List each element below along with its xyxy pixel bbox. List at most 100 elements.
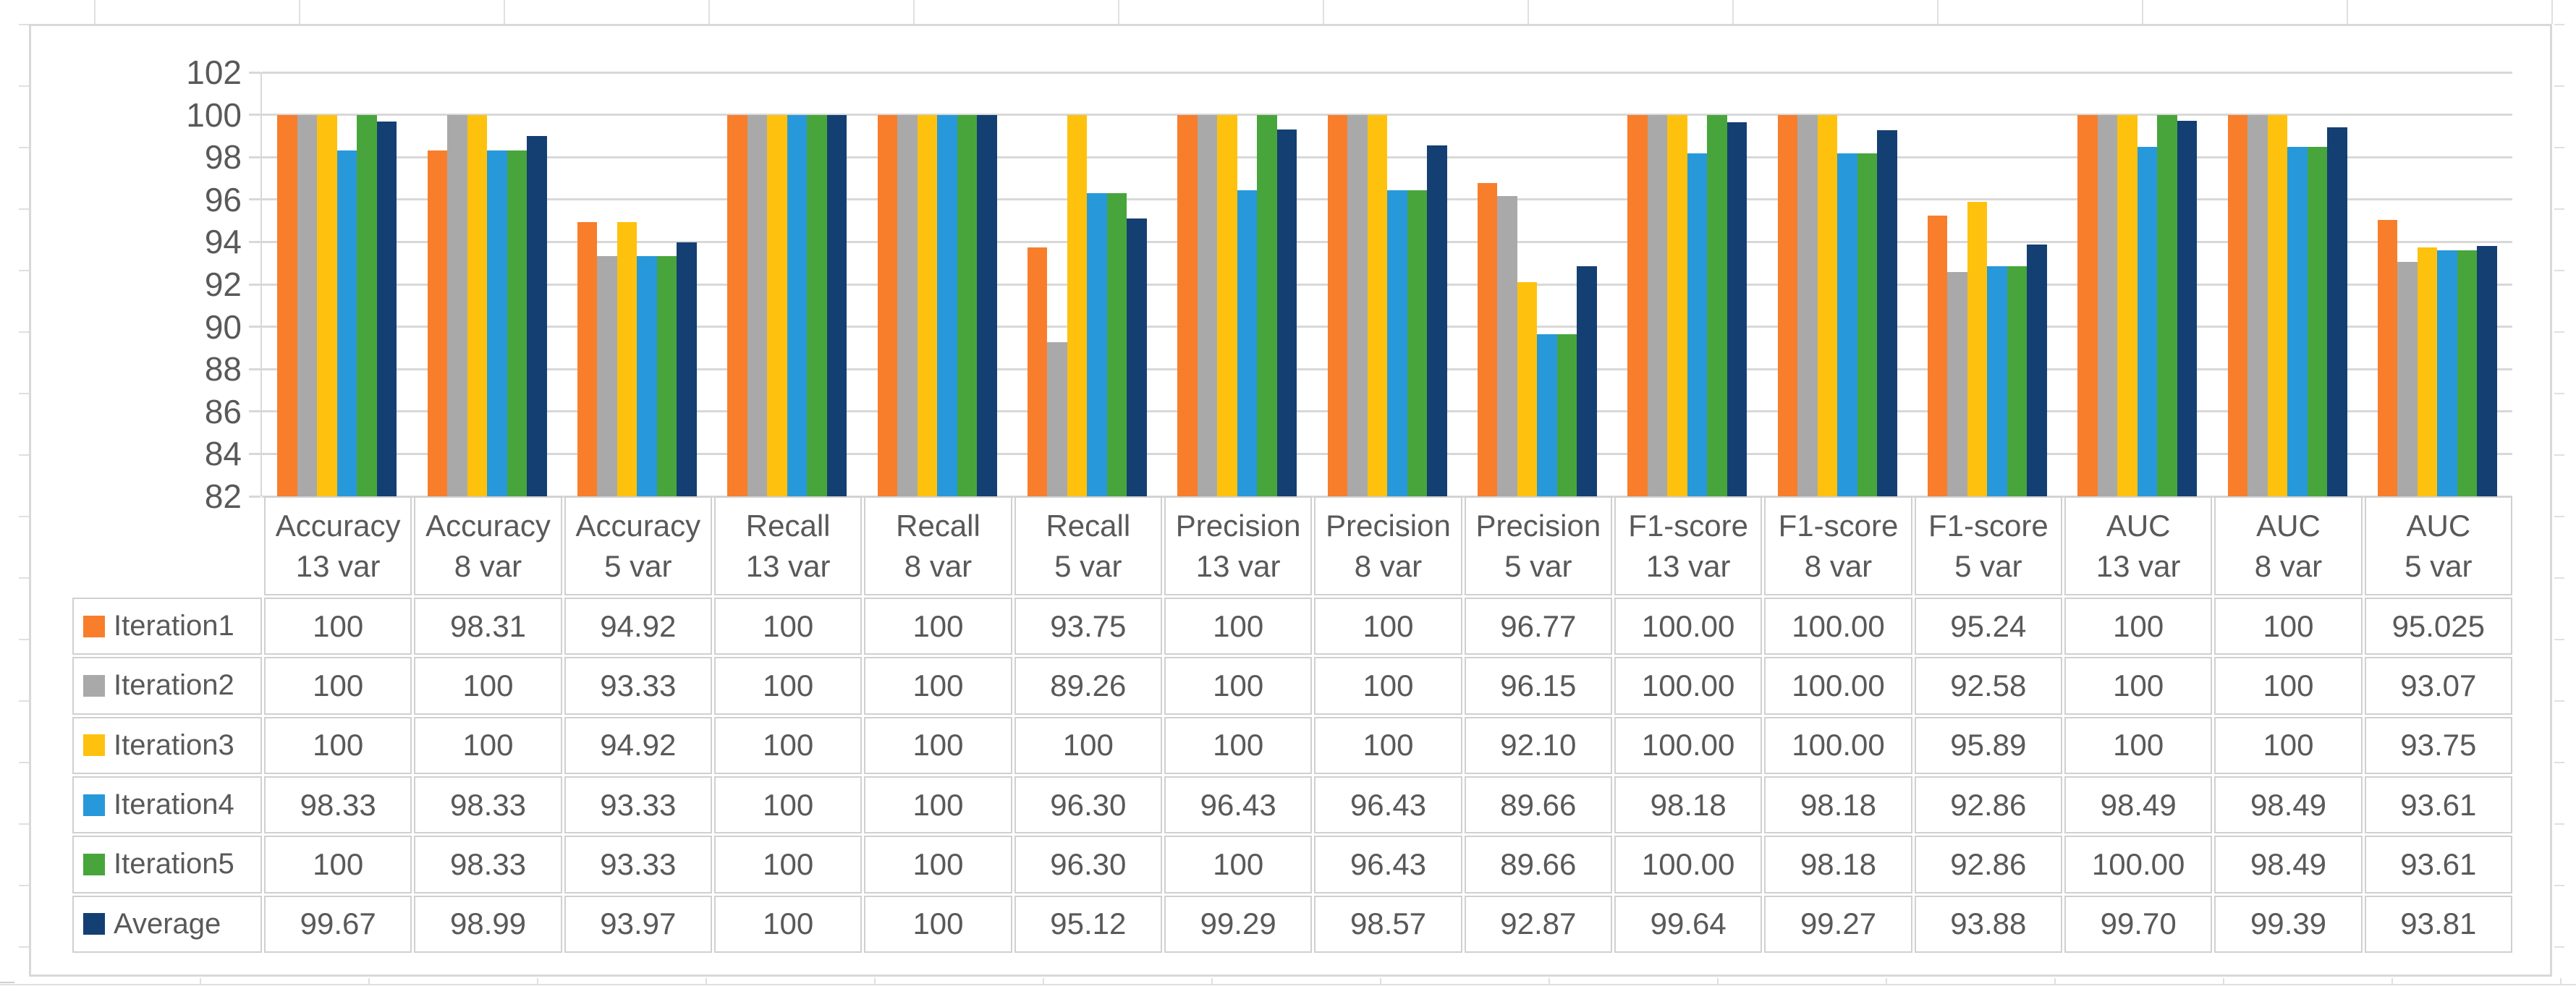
bar-average-12 bbox=[2027, 244, 2047, 496]
bar-iteration3-5 bbox=[917, 114, 937, 496]
y-axis-tick bbox=[249, 198, 260, 200]
bar-iteration5-13 bbox=[2157, 114, 2177, 496]
bar-iteration5-2 bbox=[507, 150, 527, 496]
bar-iteration4-5 bbox=[937, 114, 957, 496]
worksheet-gridline bbox=[706, 978, 707, 984]
bar-iteration5-15 bbox=[2457, 250, 2478, 496]
series-label-cell-iteration3: Iteration3 bbox=[72, 716, 262, 774]
table-value-cell: 100 bbox=[1014, 716, 1162, 774]
bar-iteration2-11 bbox=[1797, 114, 1818, 496]
table-value-cell: 100.00 bbox=[1614, 657, 1763, 715]
bar-iteration1-8 bbox=[1327, 114, 1347, 496]
category-vars-label: 13 var bbox=[1645, 548, 1731, 583]
category-metric-label: Precision bbox=[1475, 508, 1601, 543]
table-value-cell: 100 bbox=[864, 598, 1012, 655]
bar-iteration5-7 bbox=[1257, 114, 1277, 496]
table-value-cell: 99.27 bbox=[1764, 895, 1912, 953]
table-header-cell-9: Precision 5 var bbox=[1464, 496, 1612, 595]
series-label-cell-iteration5: Iteration5 bbox=[72, 836, 262, 893]
bar-iteration5-11 bbox=[1857, 153, 1877, 496]
worksheet-gridline bbox=[94, 0, 96, 24]
table-value-cell: 100 bbox=[713, 895, 863, 953]
category-metric-label: Precision bbox=[1326, 508, 1451, 543]
bar-average-13 bbox=[2177, 121, 2198, 496]
bar-iteration3-4 bbox=[767, 114, 787, 496]
table-value-cell: 100 bbox=[713, 836, 863, 893]
table-value-cell: 94.92 bbox=[564, 716, 712, 774]
bar-iteration1-9 bbox=[1477, 183, 1498, 496]
worksheet-gridline bbox=[1732, 0, 1734, 24]
table-value-cell: 100 bbox=[713, 776, 863, 834]
bar-average-6 bbox=[1127, 218, 1147, 496]
bar-iteration5-12 bbox=[2007, 266, 2028, 496]
bar-iteration3-7 bbox=[1217, 114, 1237, 496]
worksheet-gridline bbox=[19, 270, 29, 271]
bar-average-2 bbox=[527, 136, 547, 496]
table-corner-blank bbox=[72, 496, 262, 595]
category-metric-label: Recall bbox=[896, 508, 980, 543]
worksheet-gridline bbox=[19, 208, 29, 210]
bar-average-5 bbox=[977, 114, 997, 496]
bar-iteration3-6 bbox=[1067, 114, 1088, 496]
table-value-cell: 98.57 bbox=[1314, 895, 1462, 953]
table-value-cell: 89.66 bbox=[1464, 776, 1612, 834]
bar-average-8 bbox=[1427, 145, 1447, 496]
category-vars-label: 8 var bbox=[2254, 548, 2323, 583]
table-value-cell: 93.61 bbox=[2364, 836, 2512, 893]
table-value-cell: 100 bbox=[264, 657, 412, 715]
category-vars-label: 13 var bbox=[2096, 548, 2181, 583]
table-header-cell-2: Accuracy 8 var bbox=[414, 496, 562, 595]
bar-iteration5-4 bbox=[807, 114, 827, 496]
worksheet-gridline bbox=[19, 577, 29, 579]
bar-average-7 bbox=[1276, 130, 1297, 496]
table-value-cell: 95.12 bbox=[1014, 895, 1162, 953]
series-name-label: Iteration2 bbox=[114, 669, 234, 702]
worksheet-gridline bbox=[19, 700, 29, 702]
bar-iteration5-1 bbox=[357, 114, 377, 496]
bar-iteration1-2 bbox=[427, 150, 447, 496]
bar-iteration2-7 bbox=[1197, 114, 1218, 496]
table-value-cell: 100 bbox=[1164, 598, 1313, 655]
bar-iteration4-1 bbox=[336, 150, 357, 496]
table-value-cell: 96.30 bbox=[1014, 776, 1162, 834]
table-value-cell: 98.33 bbox=[414, 836, 562, 893]
table-value-cell: 99.70 bbox=[2064, 895, 2213, 953]
worksheet-gridline bbox=[19, 946, 29, 948]
table-value-cell: 100 bbox=[864, 776, 1012, 834]
bar-iteration4-13 bbox=[2137, 146, 2158, 496]
bar-iteration1-5 bbox=[877, 114, 897, 496]
table-value-cell: 100 bbox=[2214, 716, 2363, 774]
bar-iteration1-7 bbox=[1177, 114, 1198, 496]
bar-iteration1-14 bbox=[2227, 114, 2247, 496]
table-value-cell: 100.00 bbox=[1614, 598, 1763, 655]
y-axis-tick-label: 100 bbox=[186, 96, 242, 134]
series-label-cell-iteration4: Iteration4 bbox=[72, 776, 262, 834]
table-value-cell: 93.33 bbox=[564, 657, 712, 715]
worksheet-gridline bbox=[2554, 577, 2564, 579]
table-value-cell: 98.99 bbox=[414, 895, 562, 953]
table-value-cell: 95.89 bbox=[1914, 716, 2062, 774]
bar-iteration1-11 bbox=[1777, 114, 1797, 496]
bar-average-14 bbox=[2327, 127, 2347, 496]
bar-iteration3-10 bbox=[1667, 114, 1687, 496]
y-axis-tick bbox=[249, 496, 260, 498]
series-label-cell-average: Average bbox=[72, 895, 262, 953]
category-metric-label: Accuracy bbox=[275, 508, 401, 543]
table-value-cell: 100.00 bbox=[1764, 716, 1912, 774]
gridline-98 bbox=[262, 156, 2512, 158]
bar-iteration1-4 bbox=[727, 114, 747, 496]
table-value-cell: 95.24 bbox=[1914, 598, 2062, 655]
table-value-cell: 92.58 bbox=[1914, 657, 2062, 715]
category-vars-label: 5 var bbox=[604, 548, 672, 583]
worksheet-gridline bbox=[2554, 946, 2564, 948]
table-value-cell: 98.49 bbox=[2214, 776, 2363, 834]
worksheet-gridline bbox=[1380, 978, 1381, 984]
bar-iteration5-9 bbox=[1556, 334, 1577, 496]
worksheet-gridline bbox=[368, 978, 370, 984]
table-value-cell: 93.07 bbox=[2364, 657, 2512, 715]
series-name-label: Average bbox=[114, 907, 221, 940]
y-axis-tick bbox=[249, 410, 260, 412]
table-value-cell: 99.39 bbox=[2214, 895, 2363, 953]
worksheet-gridline bbox=[2554, 24, 2564, 25]
bar-iteration1-6 bbox=[1027, 247, 1048, 496]
